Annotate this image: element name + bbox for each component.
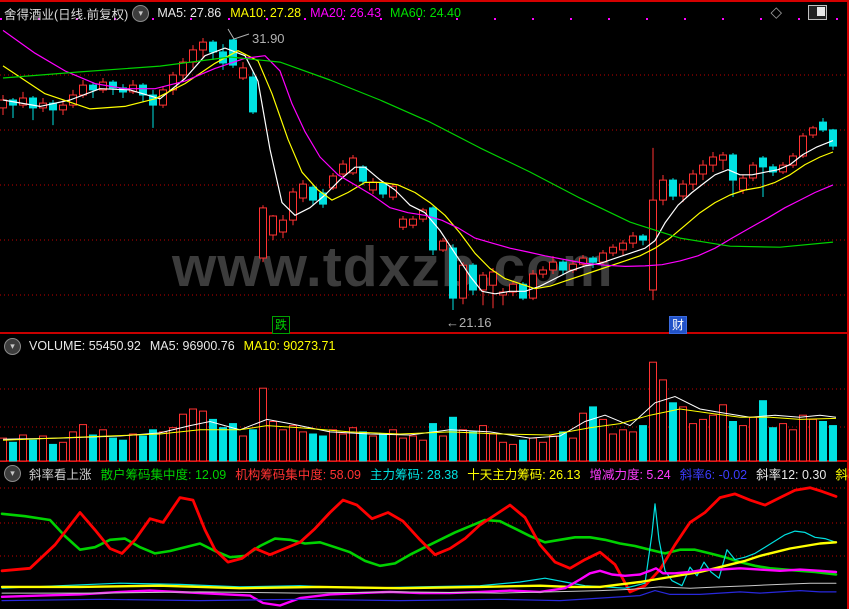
indicator-labels: 散户筹码集中度: 12.09 机构筹码集中度: 58.09 主力筹码: 28.38 十… <box>101 464 849 483</box>
indicator-line <box>0 541 838 590</box>
price-ma-line <box>2 50 834 290</box>
indicator-line <box>1 503 837 589</box>
volume-collapse-chevron-icon[interactable]: ▾ <box>4 337 21 355</box>
vol-ma5-label: MA5: 96900.76 <box>149 339 235 353</box>
collapse-chevron-icon[interactable]: ▾ <box>132 4 150 22</box>
main-chart-header: 舍得酒业(日线.前复权) ▾ MA5: 27.86 MA10: 27.28 MA20… <box>0 3 849 23</box>
window-top-border <box>0 0 849 2</box>
price-ma-line <box>2 29 834 267</box>
low-price-label: ←21.16 <box>446 315 492 330</box>
volume-bars <box>0 361 837 462</box>
change-strength-label: 增减力度: 5.24 <box>589 467 671 482</box>
slope18-label: 斜率18: 0.39 <box>835 467 849 482</box>
fall-badge: 跌 <box>272 316 290 334</box>
high-price-label: 31.90 <box>252 31 285 46</box>
diamond-icon[interactable]: ◇ <box>770 4 782 21</box>
vol-ma10-label: MA10: 90273.71 <box>243 339 336 353</box>
window-restore-icon[interactable] <box>808 4 827 20</box>
price-ma-line <box>2 47 834 295</box>
retail-concentration-label: 散户筹码集中度: 12.09 <box>100 467 227 482</box>
tenday-main-chips-label: 十天主力筹码: 26.13 <box>467 467 581 482</box>
indicator-name: 斜率看上涨 <box>29 467 92 482</box>
panel-separator-1 <box>0 332 849 334</box>
price-ma-line <box>2 56 834 248</box>
indicator-line <box>1 582 837 594</box>
ma60-label: MA60: 24.40 <box>390 6 461 20</box>
ma5-label: MA5: 27.86 <box>157 6 222 20</box>
gridlines <box>0 18 846 557</box>
indicator-lines <box>0 486 838 607</box>
ma10-label: MA10: 27.28 <box>230 6 302 20</box>
volume-labels: VOLUME: 55450.92 MA5: 96900.76 MA10: 90273… <box>29 339 344 353</box>
candlestick-series <box>0 29 837 310</box>
indicator-line <box>0 567 838 607</box>
slope12-label: 斜率12: 0.30 <box>756 467 827 482</box>
volume-label: VOLUME: 55450.92 <box>29 339 141 353</box>
indicator-line <box>1 589 837 602</box>
window-icons: ◇ <box>770 3 827 21</box>
volume-ma-line <box>2 408 837 441</box>
indicator-line <box>0 512 838 576</box>
indicator-collapse-chevron-icon[interactable]: ▾ <box>4 464 21 482</box>
volume-ma-line <box>2 395 837 440</box>
institution-concentration-label: 机构筹码集中度: 58.09 <box>235 467 361 482</box>
price-annotations: 31.90 ←21.16 <box>227 28 492 330</box>
indicator-header: ▾ 斜率看上涨 散户筹码集中度: 12.09 机构筹码集中度: 58.09 主力筹码… <box>0 463 849 483</box>
slope6-label: 斜率6: -0.02 <box>679 467 748 482</box>
volume-header: ▾ VOLUME: 55450.92 MA5: 96900.76 MA10: 902… <box>0 336 849 356</box>
ma-labels: MA5: 27.86 MA10: 27.28 MA20: 26.43 MA60: 24… <box>157 6 470 20</box>
wealth-badge: 财 <box>669 316 687 334</box>
main-chips-label: 主力筹码: 28.38 <box>369 467 459 482</box>
ma20-label: MA20: 26.43 <box>310 6 382 20</box>
window-right-border <box>847 0 849 609</box>
stock-title: 舍得酒业(日线.前复权) <box>4 7 129 22</box>
indicator-line <box>0 486 838 594</box>
